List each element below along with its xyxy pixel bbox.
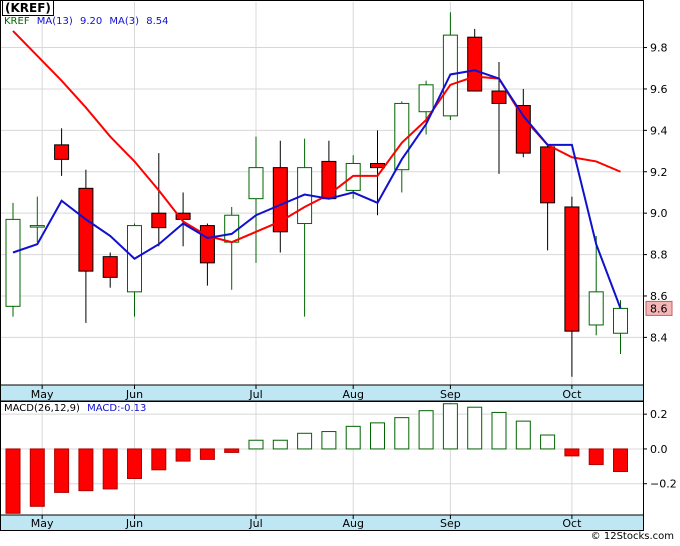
macd-bar-positive [442, 403, 458, 450]
candle-down [515, 105, 531, 154]
candle-up [248, 167, 264, 200]
candle-up [418, 84, 434, 113]
ticker-label: KREF [4, 16, 30, 27]
macd-bar-positive [418, 410, 434, 450]
macd-bar-positive [515, 420, 531, 450]
macd-bar-positive [248, 439, 264, 450]
macd-bar-positive [370, 422, 385, 450]
candle-down [175, 212, 191, 220]
candle-down [370, 162, 385, 169]
price-x-axis-band [0, 384, 644, 402]
macd-bar-negative [151, 448, 167, 471]
price-x-tick-label: Jul [248, 388, 262, 401]
price-x-tick-label: Jun [125, 388, 143, 401]
candle-down [78, 187, 94, 272]
price-y-tick-label: 9.6 [650, 83, 668, 96]
macd-bar-negative [224, 448, 240, 453]
macd-x-axis: May Jun Jul Aug Sep Oct [31, 515, 582, 530]
macd-marks [5, 403, 628, 514]
candle-down [102, 256, 118, 278]
price-x-tick-label: Oct [562, 388, 582, 401]
candle-down [54, 144, 70, 160]
price-y-tick-label: 9.4 [650, 124, 668, 137]
last-price-box [645, 300, 673, 316]
macd-bar-positive [345, 425, 361, 450]
price-y-tick-label: 8.4 [650, 331, 668, 344]
macd-panel [0, 401, 644, 531]
macd-bar-negative [29, 448, 45, 507]
macd-bar-positive [297, 432, 313, 450]
macd-bar-positive [467, 406, 483, 450]
price-y-tick-label: 9.0 [650, 207, 668, 220]
price-y-tick-label: 8.6 [650, 290, 668, 303]
candle-down [467, 36, 483, 92]
macd-value-label: MACD:-0.13 [87, 403, 147, 414]
candle-down [151, 212, 167, 229]
price-x-tick-label: May [31, 388, 54, 401]
candle-down [321, 160, 337, 200]
macd-x-tick-label: Jun [125, 517, 143, 530]
macd-bar-negative [127, 448, 142, 479]
macd-x-tick-label: Aug [342, 517, 363, 530]
macd-bar-negative [613, 448, 628, 473]
macd-x-axis-band [0, 514, 644, 531]
ma13-value: 9.20 [79, 16, 103, 27]
candle-down [564, 206, 580, 332]
macd-bar-negative [5, 448, 21, 514]
price-x-axis: May Jun Jul Aug Sep Oct [31, 385, 582, 401]
macd-bar-negative [102, 448, 118, 490]
macd-bar-negative [54, 448, 70, 493]
candle-up [613, 307, 628, 334]
candle-up [5, 218, 21, 307]
macd-bar-negative [175, 448, 191, 462]
ma3-value: 8.54 [146, 16, 169, 27]
macd-bar-negative [199, 448, 215, 460]
candle-up [588, 291, 604, 326]
macd-y-tick-label: 0.2 [650, 408, 668, 421]
price-y-tick-label: 9.8 [650, 42, 668, 55]
price-y-axis: 8.4 8.6 8.8 9.0 9.2 9.4 9.6 9.8 8.6 [643, 42, 673, 344]
candle-down [272, 167, 288, 233]
macd-bar-positive [491, 411, 507, 450]
macd-bar-positive [321, 431, 337, 450]
macd-bar-positive [394, 417, 410, 450]
price-marks [5, 12, 628, 377]
macd-bar-positive [540, 434, 556, 450]
candle-down [540, 146, 556, 204]
macd-bar-positive [272, 439, 288, 450]
ma13-label: MA(13) [36, 16, 73, 27]
candle-up [224, 214, 240, 243]
macd-y-tick-label: 0.0 [650, 443, 668, 456]
macd-x-tick-label: Sep [440, 517, 461, 530]
macd-y-axis: −0.2 0.0 0.2 [643, 408, 677, 491]
macd-label: MACD(26,12,9) [4, 403, 80, 414]
chart-title: (KREF) [2, 0, 54, 16]
candle-down [199, 225, 215, 264]
macd-x-tick-label: Jul [248, 517, 262, 530]
price-x-tick-label: Sep [440, 388, 461, 401]
price-panel [0, 0, 644, 402]
price-y-tick-label: 8.8 [650, 249, 668, 262]
last-price-label: 8.6 [650, 302, 668, 315]
macd-x-tick-label: May [31, 517, 54, 530]
price-x-tick-label: Aug [342, 388, 363, 401]
candle-down [491, 90, 507, 104]
site-credit: © 12Stocks.com [590, 531, 674, 542]
candle-up [29, 225, 45, 228]
ma3-line [12, 69, 622, 309]
macd-x-tick-label: Oct [562, 517, 582, 530]
macd-legend: MACD(26,12,9) MACD:-0.13 [4, 403, 150, 415]
price-legend: KREF MA(13) 9.20 MA(3) 8.54 [4, 16, 173, 28]
macd-bar-negative [78, 448, 94, 492]
macd-bar-negative [564, 448, 580, 457]
macd-y-tick-label: −0.2 [650, 478, 677, 491]
price-y-tick-label: 9.2 [650, 166, 668, 179]
macd-bar-negative [588, 448, 604, 466]
ma3-label: MA(3) [109, 16, 140, 27]
